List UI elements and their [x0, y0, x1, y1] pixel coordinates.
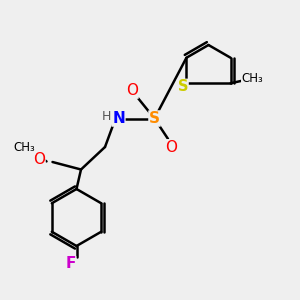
Text: F: F — [65, 256, 76, 272]
Text: O: O — [126, 83, 138, 98]
Text: S: S — [178, 79, 188, 94]
Text: S: S — [149, 111, 160, 126]
Text: O: O — [33, 152, 45, 166]
Text: CH₃: CH₃ — [13, 141, 35, 154]
Text: CH₃: CH₃ — [242, 72, 263, 85]
Text: O: O — [165, 140, 177, 155]
Text: N: N — [112, 111, 125, 126]
Text: H: H — [102, 110, 111, 123]
